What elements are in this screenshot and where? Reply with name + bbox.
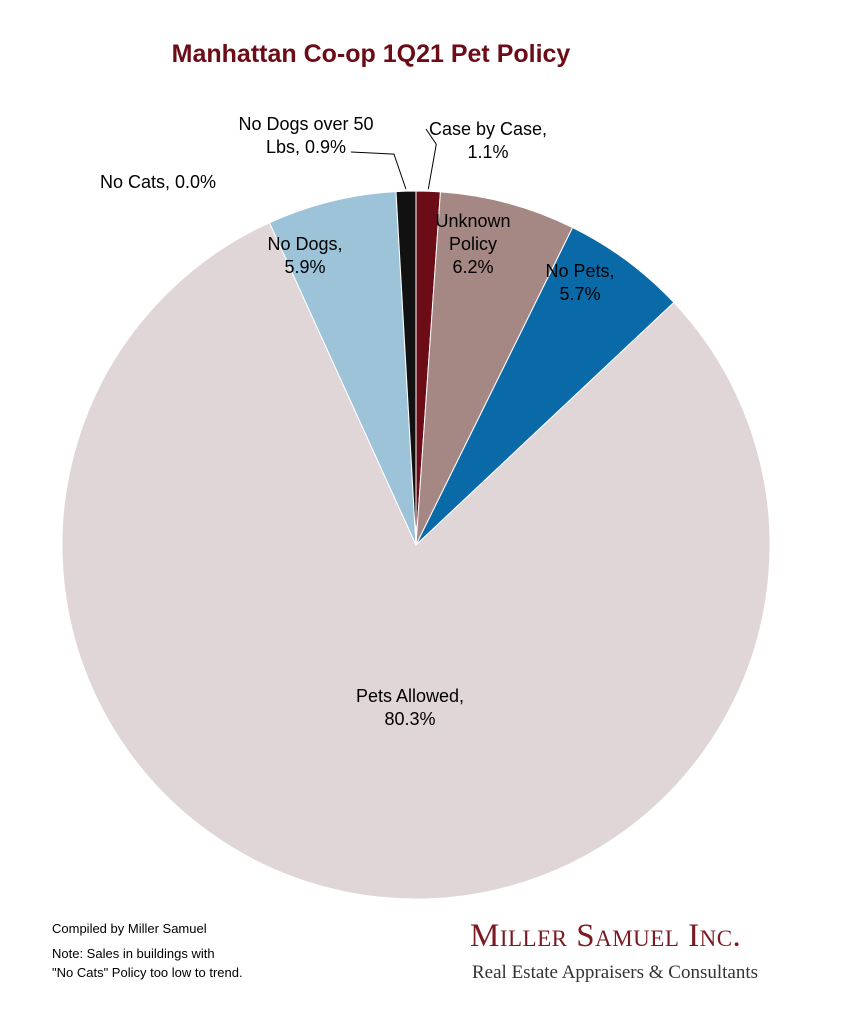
slice-label-no-dogs-over-50-lbs: No Dogs over 50 Lbs, 0.9% [238, 114, 373, 157]
slice-no-dogs-over-50-lbs [395, 190, 417, 546]
pie-slices [61, 190, 771, 900]
slice-no-dogs [268, 191, 417, 546]
slice-label-line: Pets Allowed, [356, 686, 464, 706]
slice-label-no-pets: No Pets, 5.7% [545, 261, 614, 304]
slice-label-line: Unknown [435, 211, 510, 231]
slice-label-case-by-case: Case by Case, 1.1% [429, 119, 547, 162]
footer-note-line-2: "No Cats" Policy too low to trend. [52, 965, 243, 980]
footer-note-line-1: Note: Sales in buildings with [52, 946, 215, 961]
slice-unknown-policy [415, 191, 574, 546]
footer-compiled-by: Compiled by Miller Samuel [52, 921, 207, 936]
slice-label-line: 5.7% [559, 284, 600, 304]
leader-lines [350, 128, 437, 190]
slice-pets-allowed [61, 222, 771, 900]
slice-label-no-cats: No Cats, 0.0% [100, 172, 216, 192]
chart-title: Manhattan Co-op 1Q21 Pet Policy [171, 40, 571, 68]
slice-label-no-dogs: No Dogs, 5.9% [267, 234, 342, 277]
slice-label-unknown-policy: Unknown Policy 6.2% [435, 211, 510, 277]
slice-label-line: 6.2% [452, 257, 493, 277]
slice-label-line: No Pets, [545, 261, 614, 281]
slice-label-line: Policy [449, 234, 497, 254]
slice-label-pets-allowed: Pets Allowed, 80.3% [356, 686, 464, 729]
slice-label-line: No Dogs over 50 [238, 114, 373, 134]
slice-label-line: 80.3% [384, 709, 435, 729]
slice-labels: Case by Case, 1.1% Unknown Policy 6.2% No Pet… [100, 114, 615, 729]
company-logo-name: Miller Samuel Inc. [470, 918, 742, 954]
leader-line-case-by-case [425, 128, 437, 190]
leader-line-no-dogs-over-50-lbs [350, 151, 407, 190]
slice-label-line: Lbs, 0.9% [266, 137, 346, 157]
slice-label-line: No Cats, 0.0% [100, 172, 216, 192]
slice-label-line: 5.9% [284, 257, 325, 277]
slice-label-line: No Dogs, [267, 234, 342, 254]
slice-no-pets [415, 226, 675, 546]
slice-label-line: Case by Case, [429, 119, 547, 139]
slice-label-line: 1.1% [467, 142, 508, 162]
company-logo-tagline: Real Estate Appraisers & Consultants [472, 962, 759, 983]
